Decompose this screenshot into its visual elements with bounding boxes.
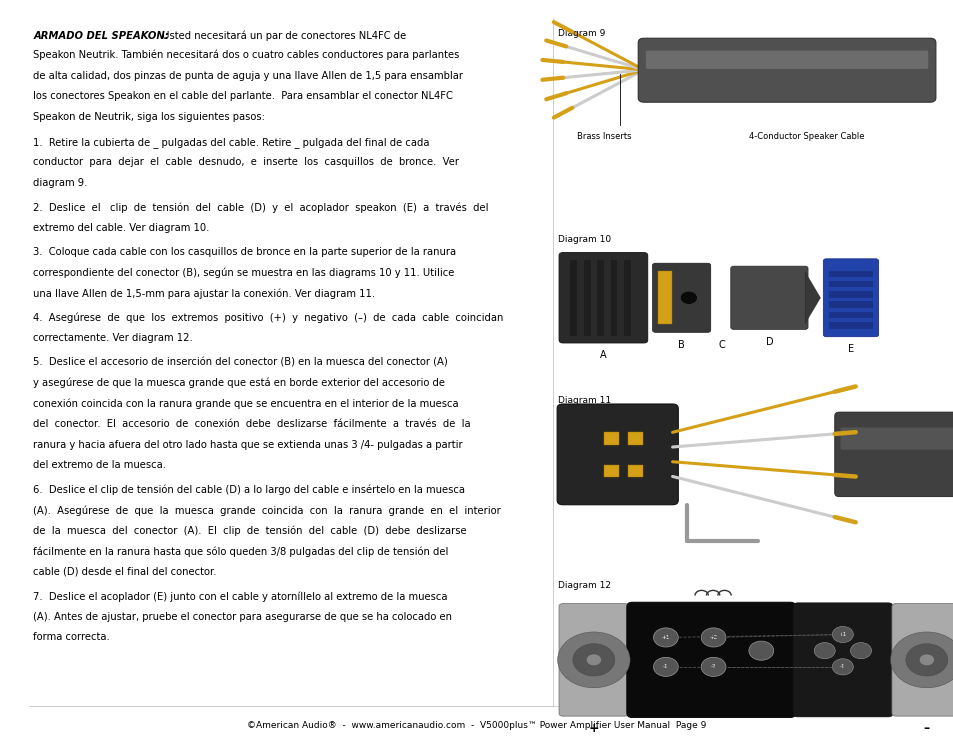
Text: los conectores Speakon en el cable del parlante.  Para ensamblar el conector NL4: los conectores Speakon en el cable del p… <box>33 92 453 101</box>
FancyBboxPatch shape <box>638 38 935 102</box>
Text: E: E <box>847 344 853 354</box>
Circle shape <box>890 632 953 688</box>
Text: conductor  para  dejar  el  cable  desnudo,  e  inserte  los  casquillos  de  br: conductor para dejar el cable desnudo, e… <box>33 157 459 168</box>
Bar <box>828 292 872 297</box>
Text: cable (D) desde el final del conector.: cable (D) desde el final del conector. <box>33 567 216 577</box>
FancyBboxPatch shape <box>626 602 795 717</box>
Text: (A).  Asegúrese  de  que  la  muesca  grande  coincida  con  la  ranura  grande : (A). Asegúrese de que la muesca grande c… <box>33 505 500 516</box>
Text: forma correcta.: forma correcta. <box>33 632 110 642</box>
Bar <box>828 271 872 277</box>
FancyBboxPatch shape <box>792 603 892 717</box>
Text: una llave Allen de 1,5-mm para ajustar la conexión. Ver diagram 11.: una llave Allen de 1,5-mm para ajustar l… <box>33 289 375 299</box>
Text: diagram 9.: diagram 9. <box>33 178 88 188</box>
FancyBboxPatch shape <box>834 412 953 497</box>
Circle shape <box>831 627 853 643</box>
Bar <box>828 301 872 308</box>
Text: conexión coincida con la ranura grande que se encuentra en el interior de la mue: conexión coincida con la ranura grande q… <box>33 399 458 409</box>
Bar <box>610 260 617 336</box>
Text: de alta calidad, dos pinzas de punta de aguja y una llave Allen de 1,5 para ensa: de alta calidad, dos pinzas de punta de … <box>33 71 463 80</box>
Text: -1: -1 <box>662 664 668 669</box>
Bar <box>627 465 642 477</box>
FancyBboxPatch shape <box>645 50 927 69</box>
Text: 7.  Deslice el acoplador (E) junto con el cable y atorníllelo al extremo de la m: 7. Deslice el acoplador (E) junto con el… <box>33 591 447 601</box>
Circle shape <box>653 628 678 647</box>
Polygon shape <box>804 272 820 323</box>
Text: ranura y hacia afuera del otro lado hasta que se extienda unas 3 /4- pulgadas a : ranura y hacia afuera del otro lado hast… <box>33 440 462 449</box>
Circle shape <box>572 644 614 676</box>
Text: Speakon Neutrik. También necesitará dos o cuatro cables conductores para parlant: Speakon Neutrik. También necesitará dos … <box>33 50 459 61</box>
Text: Diagram 10: Diagram 10 <box>558 235 611 244</box>
Text: Diagram 9: Diagram 9 <box>558 30 605 38</box>
Text: y asegúrese de que la muesca grande que está en borde exterior del accesorio de: y asegúrese de que la muesca grande que … <box>33 378 445 388</box>
Text: C: C <box>718 339 725 350</box>
Text: 6.  Deslice el clip de tensión del cable (D) a lo largo del cable e insértelo en: 6. Deslice el clip de tensión del cable … <box>33 485 465 495</box>
Text: Diagram 12: Diagram 12 <box>558 581 611 590</box>
FancyBboxPatch shape <box>840 427 953 449</box>
Bar <box>603 465 618 477</box>
Text: del extremo de la muesca.: del extremo de la muesca. <box>33 461 166 470</box>
Circle shape <box>850 643 871 659</box>
Text: de  la  muesca  del  conector  (A).  El  clip  de  tensión  del  cable  (D)  deb: de la muesca del conector (A). El clip d… <box>33 525 467 537</box>
Text: correspondiente del conector (B), según se muestra en las diagrams 10 y 11. Util: correspondiente del conector (B), según … <box>33 268 455 278</box>
Bar <box>627 432 642 445</box>
Text: fácilmente en la ranura hasta que sólo queden 3/8 pulgadas del clip de tensión d: fácilmente en la ranura hasta que sólo q… <box>33 546 448 556</box>
FancyBboxPatch shape <box>730 266 807 329</box>
Text: 4.  Asegúrese  de  que  los  extremos  positivo  (+)  y  negativo  (–)  de  cada: 4. Asegúrese de que los extremos positiv… <box>33 312 503 323</box>
Bar <box>570 260 577 336</box>
Bar <box>828 281 872 288</box>
Text: extremo del cable. Ver diagram 10.: extremo del cable. Ver diagram 10. <box>33 223 210 232</box>
Bar <box>597 260 603 336</box>
Circle shape <box>905 644 946 676</box>
Circle shape <box>813 643 835 659</box>
Text: 4-Conductor Speaker Cable: 4-Conductor Speaker Cable <box>748 132 863 142</box>
Text: (A). Antes de ajustar, pruebe el conector para asegurarse de que se ha colocado : (A). Antes de ajustar, pruebe el conecto… <box>33 612 452 621</box>
Circle shape <box>748 641 773 661</box>
Circle shape <box>585 654 600 666</box>
Text: +1: +1 <box>838 632 846 637</box>
Text: +1: +1 <box>661 635 669 640</box>
Text: B: B <box>678 339 684 350</box>
Bar <box>828 322 872 328</box>
Text: ARMADO DEL SPEAKON:: ARMADO DEL SPEAKON: <box>33 31 169 41</box>
Bar <box>828 311 872 318</box>
Text: 5.  Deslice el accesorio de inserción del conector (B) en la muesca del conector: 5. Deslice el accesorio de inserción del… <box>33 357 448 368</box>
Text: D: D <box>765 337 772 347</box>
Circle shape <box>557 632 629 688</box>
Text: Brass Inserts: Brass Inserts <box>577 132 631 142</box>
FancyBboxPatch shape <box>652 263 710 332</box>
Text: 2.  Deslice  el   clip  de  tensión  del  cable  (D)  y  el  acoplador  speakon : 2. Deslice el clip de tensión del cable … <box>33 202 488 213</box>
Text: ©American Audio®  -  www.americanaudio.com  -  V5000plus™ Power Amplifier User M: ©American Audio® - www.americanaudio.com… <box>247 720 706 730</box>
Circle shape <box>919 654 933 666</box>
Bar <box>583 260 590 336</box>
Text: Diagram 11: Diagram 11 <box>558 396 611 404</box>
Text: +: + <box>588 722 598 735</box>
Circle shape <box>700 628 725 647</box>
FancyBboxPatch shape <box>891 604 953 716</box>
Text: Usted necesitará un par de conectores NL4FC de: Usted necesitará un par de conectores NL… <box>159 31 406 41</box>
Text: +2: +2 <box>709 635 717 640</box>
Bar <box>623 260 630 336</box>
Text: 1.  Retire la cubierta de _ pulgadas del cable. Retire _ pulgada del final de ca: 1. Retire la cubierta de _ pulgadas del … <box>33 137 430 148</box>
Text: Speakon de Neutrik, siga los siguientes pasos:: Speakon de Neutrik, siga los siguientes … <box>33 111 265 122</box>
Text: –: – <box>923 722 929 735</box>
FancyBboxPatch shape <box>557 404 678 505</box>
Text: -2: -2 <box>710 664 716 669</box>
Circle shape <box>679 292 697 304</box>
Text: 3.  Coloque cada cable con los casquillos de bronce en la parte superior de la r: 3. Coloque cada cable con los casquillos… <box>33 247 456 257</box>
Bar <box>658 272 671 324</box>
Bar <box>603 432 618 445</box>
Text: -1: -1 <box>840 664 844 669</box>
FancyBboxPatch shape <box>822 259 878 337</box>
FancyBboxPatch shape <box>558 252 647 343</box>
Circle shape <box>700 658 725 677</box>
Text: del  conector.  El  accesorio  de  conexión  debe  deslizarse  fácilmente  a  tr: del conector. El accesorio de conexión d… <box>33 419 471 429</box>
Circle shape <box>831 659 853 675</box>
Text: A: A <box>599 350 606 359</box>
Circle shape <box>653 658 678 677</box>
FancyBboxPatch shape <box>558 604 628 716</box>
Text: correctamente. Ver diagram 12.: correctamente. Ver diagram 12. <box>33 333 193 343</box>
